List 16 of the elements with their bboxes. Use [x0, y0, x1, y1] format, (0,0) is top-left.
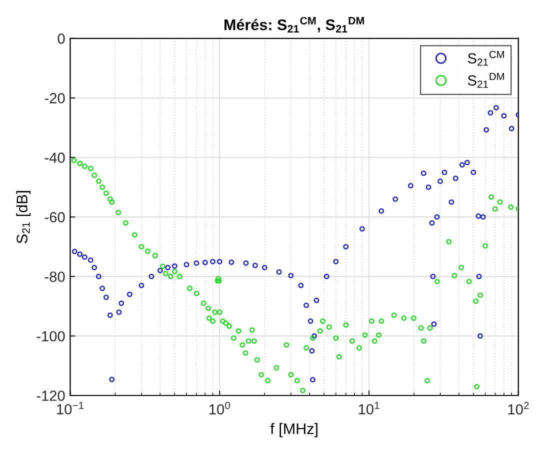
x-tick-label: 10$^{0}$ [209, 402, 230, 415]
y-tick-label: -80 [44, 272, 65, 282]
y-tick-label: 0 [58, 34, 65, 44]
x-tick-label: 10$^{1}$ [358, 402, 380, 414]
y-tick-label: -20 [44, 93, 65, 104]
y-axis-title: S$_{21}$ [dB] [16, 191, 30, 244]
legend-label: S$_{21}$$^{DM}$ [468, 73, 504, 88]
chart-title: Mérés: S$_{21}$$^{CM}$, S$_{21}$$^{DM}$ [224, 16, 364, 32]
x-tick-label: 10$^{−1}$ [57, 402, 84, 414]
y-tick-label: -100 [36, 331, 65, 342]
y-tick-label: -40 [44, 152, 65, 163]
x-axis-title: f [MHz] [270, 422, 318, 438]
legend-label: S$_{21}$$^{CM}$ [468, 50, 504, 66]
y-tick-label: -120 [36, 390, 65, 401]
x-tick-label: 10$^{2}$ [508, 402, 529, 415]
y-tick-label: -60 [44, 212, 65, 222]
